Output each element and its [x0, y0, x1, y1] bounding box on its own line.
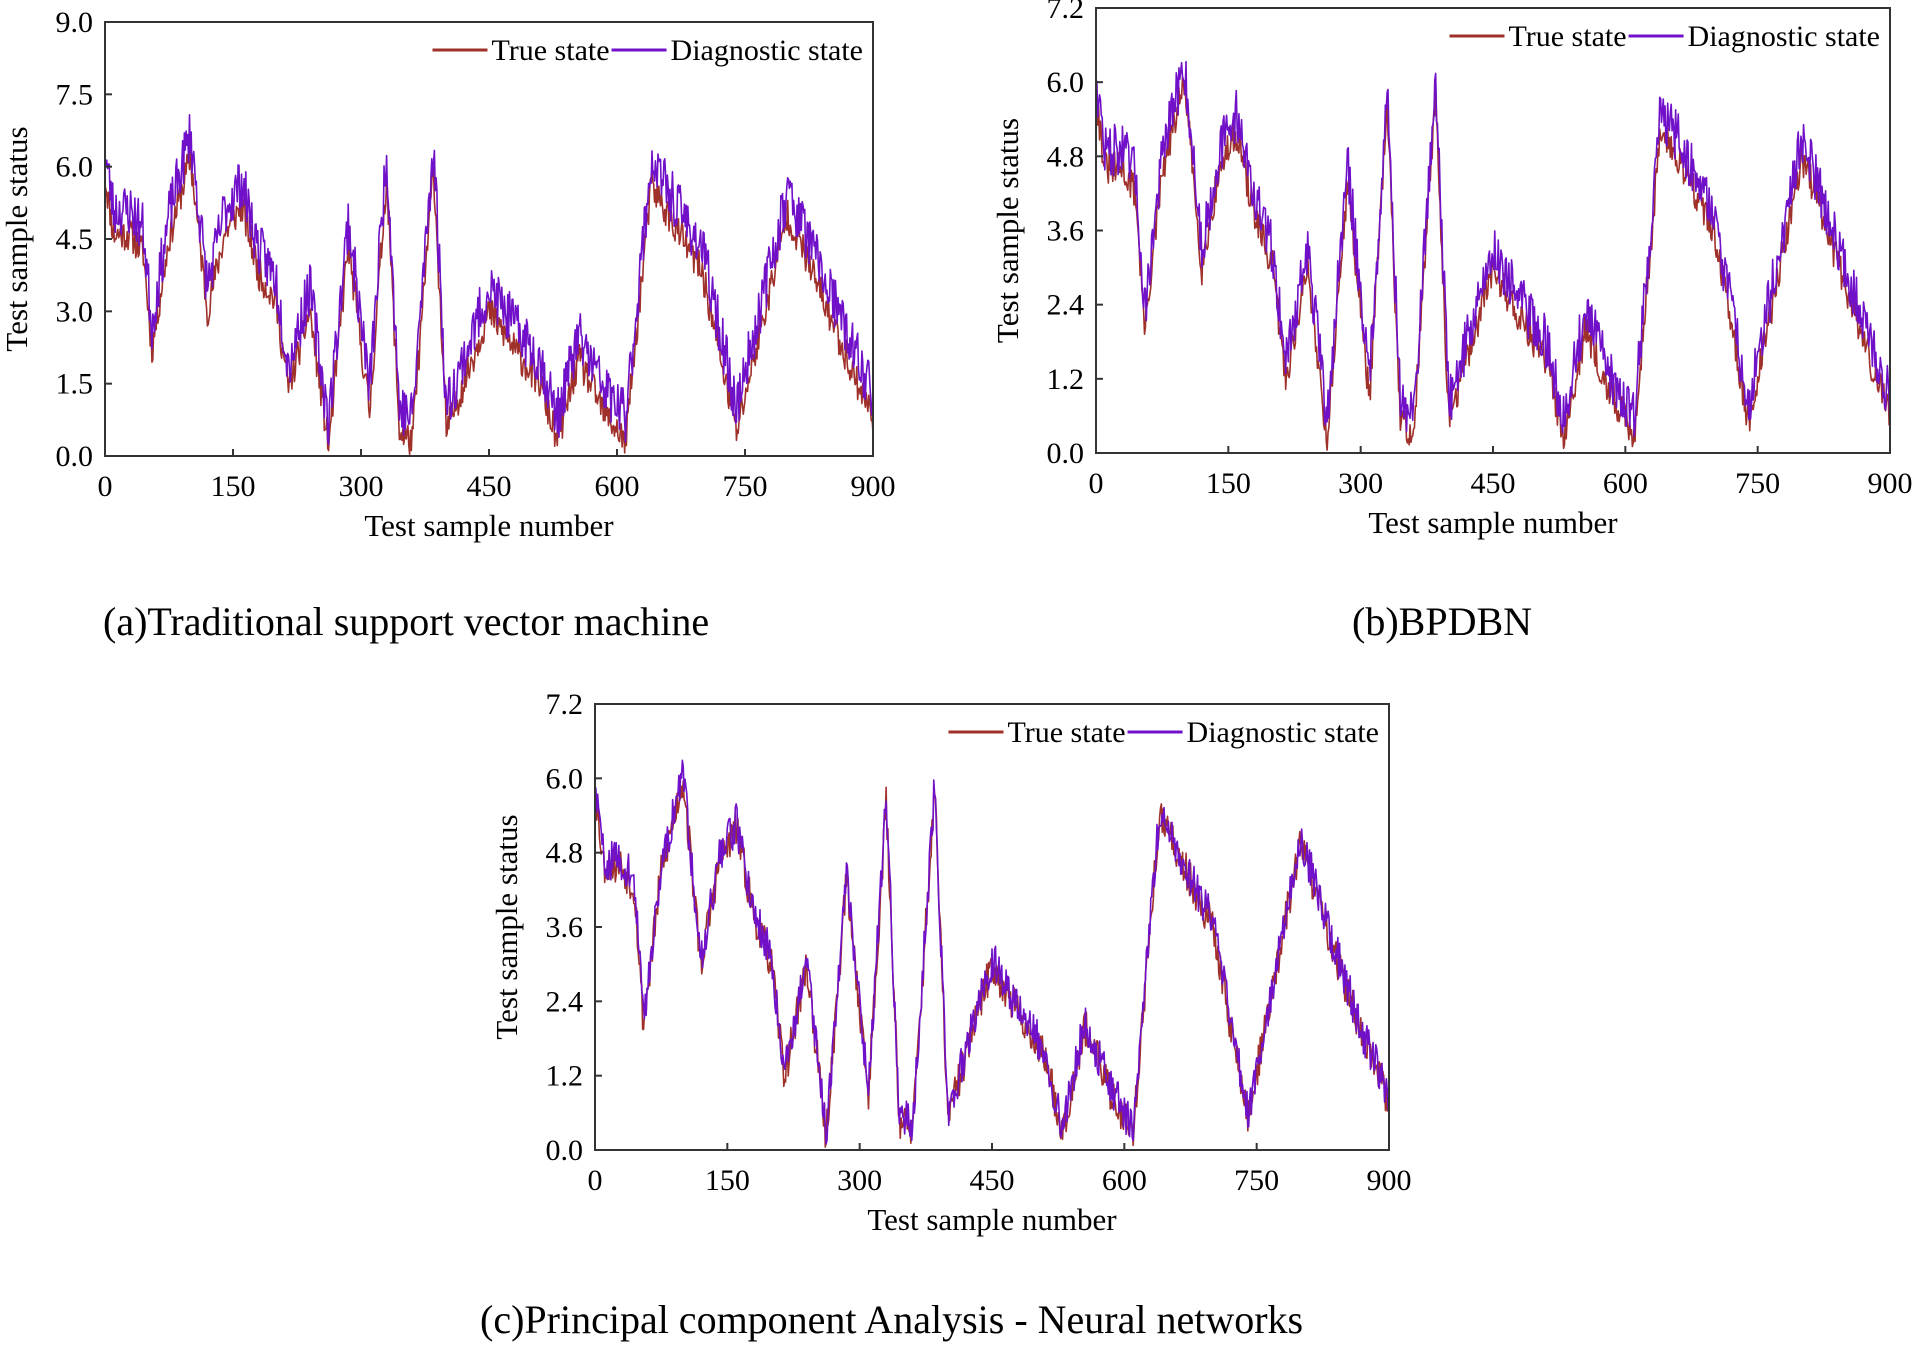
legend-c: Diagnostic state True state: [948, 716, 1379, 749]
legend-label-diagnostic-state-a: Diagnostic state: [671, 34, 863, 67]
x-tick-label-a: 0: [98, 470, 113, 503]
y-tick-label-c: 1.2: [546, 1060, 584, 1093]
x-tick-label-b: 900: [1868, 467, 1913, 500]
x-tick-label-a: 750: [723, 470, 768, 503]
x-tick-label-c: 450: [970, 1164, 1015, 1197]
y-tick-label-b: 4.8: [1047, 140, 1085, 173]
y-tick-label-a: 4.5: [56, 223, 94, 256]
y-tick-label-a: 9.0: [56, 6, 94, 39]
series-line-diagnostic-state-c: [594, 759, 1390, 1145]
legend-label-true-state-a: True state: [491, 34, 609, 67]
x-tick-label-c: 300: [837, 1164, 882, 1197]
legend-label-diagnostic-state-c: Diagnostic state: [1187, 716, 1379, 749]
y-tick-label-b: 0.0: [1047, 437, 1085, 470]
legend-label-diagnostic-state-b: Diagnostic state: [1688, 20, 1880, 53]
x-tick-label-b: 300: [1338, 467, 1383, 500]
plot-frame-c: [594, 703, 1390, 1151]
x-tick-label-a: 600: [595, 470, 640, 503]
chart-b: 0 150 300 450 600 750 900 0.0 1.2 2.4 3.6 4.8 6.0 7.2…: [990, 0, 1913, 540]
x-tick-label-c: 900: [1367, 1164, 1412, 1197]
x-tick-label-a: 450: [467, 470, 512, 503]
y-tick-label-c: 3.6: [546, 911, 584, 944]
x-tick-label-a: 300: [339, 470, 384, 503]
x-tick-label-c: 750: [1234, 1164, 1279, 1197]
y-tick-label-a: 1.5: [56, 368, 94, 401]
y-tick-label-c: 2.4: [546, 985, 584, 1018]
x-tick-label-c: 0: [588, 1164, 603, 1197]
x-tick-label-b: 600: [1603, 467, 1648, 500]
x-tick-label-a: 150: [211, 470, 256, 503]
y-tick-label-a: 7.5: [56, 78, 94, 111]
chart-a: 0 150 300 450 600 750 900 0.0 1.5 3.0 4.5 6.0 7.5 9.0…: [0, 6, 896, 543]
plot-frame-b: [1095, 7, 1891, 454]
legend-b: Diagnostic state True state: [1449, 20, 1880, 53]
y-tick-label-c: 4.8: [546, 837, 584, 870]
caption-chart-c: (c)Principal component Analysis - Neural…: [480, 1297, 1304, 1342]
x-tick-label-b: 450: [1471, 467, 1516, 500]
legend-a: Diagnostic state True state: [432, 34, 863, 67]
y-tick-label-b: 3.6: [1047, 215, 1085, 248]
series-line-diagnostic-state-a: [104, 114, 874, 446]
y-tick-label-b: 1.2: [1047, 363, 1085, 396]
x-tick-label-c: 600: [1102, 1164, 1147, 1197]
y-tick-label-c: 7.2: [546, 688, 584, 721]
legend-label-true-state-b: True state: [1508, 20, 1626, 53]
x-tick-label-a: 900: [851, 470, 896, 503]
plot-frame-a: [104, 21, 874, 457]
y-tick-label-b: 6.0: [1047, 66, 1085, 99]
y-tick-label-a: 6.0: [56, 151, 94, 184]
y-tick-label-b: 2.4: [1047, 289, 1085, 322]
x-tick-label-b: 150: [1206, 467, 1251, 500]
x-tick-label-c: 150: [705, 1164, 750, 1197]
y-axis-label-a: Test sample status: [0, 126, 34, 351]
x-axis-label-b: Test sample number: [1368, 505, 1618, 540]
y-tick-label-b: 7.2: [1047, 0, 1085, 25]
y-tick-label-c: 6.0: [546, 762, 584, 795]
y-axis-label-b: Test sample status: [990, 118, 1025, 343]
x-tick-label-b: 0: [1089, 467, 1104, 500]
y-axis-label-c: Test sample status: [489, 814, 524, 1039]
series-line-diagnostic-state-b: [1095, 60, 1891, 438]
x-axis-label-a: Test sample number: [364, 508, 614, 543]
x-axis-label-c: Test sample number: [867, 1202, 1117, 1237]
caption-chart-a: (a)Traditional support vector machine: [103, 599, 710, 644]
y-tick-label-a: 3.0: [56, 295, 94, 328]
y-tick-label-a: 0.0: [56, 440, 94, 473]
legend-label-true-state-c: True state: [1007, 716, 1125, 749]
x-tick-label-b: 750: [1735, 467, 1780, 500]
y-tick-label-c: 0.0: [546, 1134, 584, 1167]
chart-c: 0 150 300 450 600 750 900 0.0 1.2 2.4 3.6 4.8 6.0 7.2…: [489, 688, 1412, 1237]
caption-chart-b: (b)BPDBN: [1352, 599, 1533, 644]
